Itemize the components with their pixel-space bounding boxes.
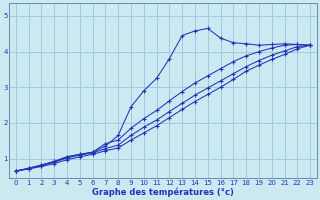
X-axis label: Graphe des températures (°c): Graphe des températures (°c) [92, 187, 234, 197]
